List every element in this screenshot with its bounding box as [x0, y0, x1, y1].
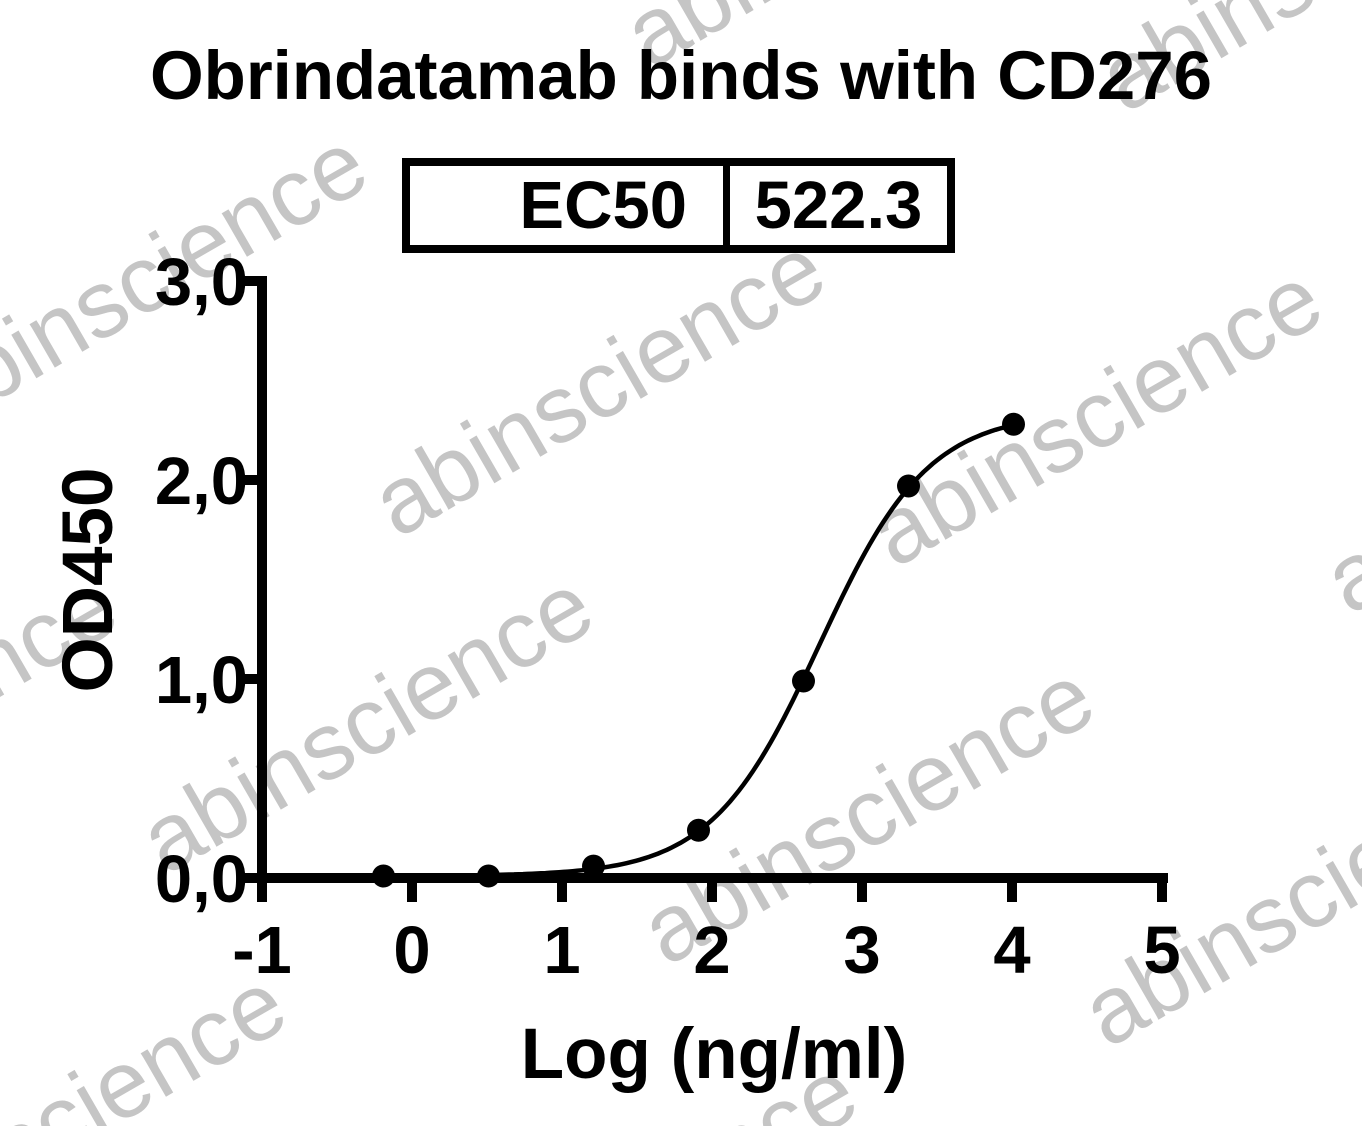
data-point	[687, 818, 710, 842]
x-tick-label: 4	[993, 913, 1030, 988]
data-point	[897, 474, 920, 498]
x-tick-label: 3	[843, 913, 880, 988]
x-axis-title: Log (ng/ml)	[521, 1015, 907, 1094]
x-tick-label: 0	[393, 913, 430, 988]
ec50-label: EC50	[519, 168, 687, 243]
x-tick-label: 5	[1143, 913, 1180, 988]
ec50-value: 522.3	[754, 168, 923, 243]
x-tick-label: 2	[693, 913, 730, 988]
y-tick-label: 3,0	[155, 245, 248, 320]
x-axis-ticks: -1 0 1 2 3 4 5	[232, 878, 1181, 988]
x-tick-label: 1	[543, 913, 580, 988]
y-axis-ticks: 3,0 2,0 1,0 0,0	[155, 245, 262, 917]
y-tick-label: 1,0	[155, 643, 248, 718]
data-point	[582, 854, 605, 878]
watermark-text: abinscience	[355, 215, 843, 558]
data-point	[1002, 412, 1025, 436]
ec50-value-cell: 522.3	[730, 166, 947, 245]
y-axis-title: OD450	[49, 468, 128, 693]
data-point	[792, 669, 815, 693]
ec50-label-cell: EC50	[410, 166, 730, 245]
y-tick-label: 0,0	[155, 842, 248, 917]
ec50-table: EC50 522.3	[402, 158, 955, 253]
x-tick-label: -1	[232, 913, 292, 988]
y-tick-label: 2,0	[155, 444, 248, 519]
watermark-text: abinscience	[1065, 725, 1362, 1068]
chart-title: Obrindatamab binds with CD276	[150, 37, 1212, 114]
watermark-text: abinscience	[852, 245, 1340, 588]
